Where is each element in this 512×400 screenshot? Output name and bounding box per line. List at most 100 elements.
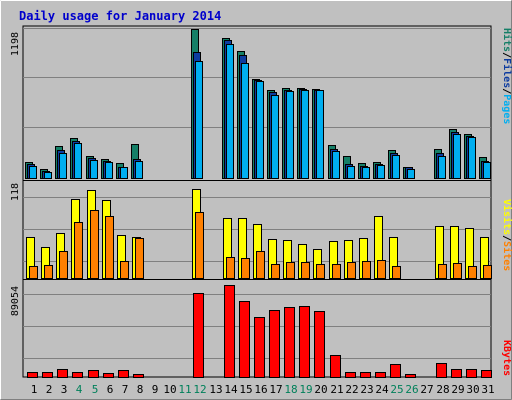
x-tick-label-day-24: 24: [375, 383, 389, 396]
visits-bar-sites-day-7: [120, 261, 129, 279]
x-tick-label-day-20: 20: [314, 383, 327, 396]
visits-panel: 118 Visits/Sites: [10, 183, 512, 280]
x-axis-day-labels: 1 2 3 4 5 6 7 8 9 10 11 12 13 14 15 16 17 18 19 20 21 22 23 24 2…: [31, 383, 495, 396]
visits-bar-sites-day-12: [195, 212, 204, 279]
hits-bar-pages-day-17: [271, 95, 279, 179]
visits-bar-sites-day-17: [271, 264, 280, 279]
hits-axis-label-sep-2: /: [501, 88, 512, 94]
hits-bar-pages-day-24: [377, 165, 385, 179]
hits-bar-pages-day-19: [301, 90, 309, 179]
hits-bar-pages-day-20: [316, 90, 324, 179]
hits-bar-pages-day-5: [90, 160, 98, 179]
visits-bar-sites-day-31: [483, 265, 492, 279]
kbytes-bar-kbytes-day-19: [299, 306, 310, 378]
x-tick-label-day-6: 6: [107, 383, 114, 396]
x-tick-label-day-19: 19: [299, 383, 312, 396]
kbytes-bar-kbytes-day-20: [314, 311, 325, 378]
kbytes-bar-kbytes-day-26: [405, 374, 416, 378]
kbytes-bar-kbytes-day-29: [451, 369, 462, 378]
kbytes-bars: [27, 285, 492, 378]
hits-bar-pages-day-7: [120, 167, 128, 179]
x-tick-label-day-18: 18: [284, 383, 297, 396]
visits-bar-sites-day-5: [90, 210, 99, 279]
hits-bar-pages-day-31: [483, 162, 491, 179]
kbytes-bar-kbytes-day-24: [375, 372, 386, 378]
hits-bars: [25, 29, 491, 179]
x-tick-label-day-31: 31: [481, 383, 494, 396]
x-tick-label-day-8: 8: [137, 383, 144, 396]
x-tick-label-day-25: 25: [390, 383, 403, 396]
hits-bar-pages-day-14: [226, 44, 234, 179]
visits-axis-label-visits: Visits: [501, 199, 512, 235]
kbytes-bar-kbytes-day-4: [72, 372, 83, 378]
hits-bar-pages-day-16: [256, 81, 264, 179]
x-tick-label-day-9: 9: [152, 383, 159, 396]
x-tick-label-day-1: 1: [31, 383, 38, 396]
visits-bar-sites-day-4: [74, 222, 83, 279]
x-tick-label-day-15: 15: [239, 383, 252, 396]
hits-bar-pages-day-18: [286, 91, 294, 179]
hits-bar-pages-day-3: [59, 153, 67, 179]
visits-bar-sites-day-30: [468, 266, 477, 279]
kbytes-bar-kbytes-day-12: [193, 293, 204, 378]
x-tick-label-day-29: 29: [451, 383, 464, 396]
kbytes-bar-kbytes-day-15: [239, 301, 250, 378]
hits-bar-pages-day-30: [468, 137, 476, 179]
kbytes-bar-kbytes-day-17: [269, 310, 280, 378]
kbytes-bar-kbytes-day-16: [254, 317, 265, 378]
visits-bar-sites-day-6: [105, 216, 114, 279]
x-tick-label-day-28: 28: [436, 383, 449, 396]
x-tick-label-day-10: 10: [163, 383, 176, 396]
x-tick-label-day-30: 30: [466, 383, 479, 396]
hits-bar-pages-day-23: [362, 167, 370, 179]
visits-bar-sites-day-1: [29, 266, 38, 279]
kbytes-bar-kbytes-day-18: [284, 307, 295, 378]
hits-bar-pages-day-26: [407, 169, 415, 179]
hits-bar-pages-day-8: [135, 161, 143, 179]
kbytes-bar-kbytes-day-30: [466, 369, 477, 378]
visits-ymax-label: 118: [10, 183, 21, 201]
hits-bar-pages-day-25: [392, 155, 400, 179]
visits-bar-sites-day-25: [392, 266, 401, 279]
kbytes-bar-kbytes-day-21: [330, 355, 341, 378]
visits-bar-sites-day-16: [256, 251, 265, 279]
visits-bar-sites-day-29: [453, 263, 462, 279]
visits-bar-sites-day-23: [362, 261, 371, 279]
visits-bar-sites-day-15: [241, 258, 250, 279]
x-tick-label-day-12: 12: [193, 383, 206, 396]
visits-bar-sites-day-28: [438, 264, 447, 279]
kbytes-ymax-label: 89054: [10, 286, 21, 316]
kbytes-bar-kbytes-day-28: [436, 363, 447, 378]
visits-bars: [26, 189, 492, 279]
kbytes-bar-kbytes-day-25: [390, 364, 401, 378]
visits-bar-sites-day-3: [59, 251, 68, 279]
kbytes-bar-kbytes-day-22: [345, 372, 356, 378]
x-tick-label-day-4: 4: [76, 383, 83, 396]
hits-bar-pages-day-6: [105, 162, 113, 179]
visits-bar-sites-day-22: [347, 262, 356, 279]
x-tick-label-day-5: 5: [92, 383, 99, 396]
hits-axis-label-pages: Pages: [501, 94, 512, 124]
hits-bar-pages-day-21: [332, 151, 340, 179]
visits-axis-label-sep: /: [501, 235, 512, 241]
visits-axis-label-sites: Sites: [501, 241, 512, 271]
x-tick-label-day-23: 23: [360, 383, 373, 396]
chart-title: Daily usage for January 2014: [19, 9, 221, 23]
x-tick-label-day-13: 13: [209, 383, 222, 396]
x-tick-label-day-17: 17: [269, 383, 282, 396]
hits-bar-pages-day-15: [241, 63, 249, 179]
hits-bar-pages-day-28: [438, 156, 446, 179]
x-tick-label-day-2: 2: [46, 383, 53, 396]
kbytes-bar-kbytes-day-31: [481, 370, 492, 378]
hits-bar-pages-day-4: [74, 143, 82, 179]
kbytes-axis-label-kbytes: KBytes: [501, 340, 512, 376]
x-tick-label-day-22: 22: [345, 383, 358, 396]
hits-axis-label-hits: Hits: [501, 28, 512, 52]
x-tick-label-day-27: 27: [420, 383, 433, 396]
kbytes-bar-kbytes-day-8: [133, 374, 144, 378]
visits-bar-sites-day-18: [286, 262, 295, 279]
hits-bar-pages-day-2: [44, 172, 52, 179]
hits-panel: 1198 Hits/Files/Pages: [10, 28, 512, 181]
hits-bar-pages-day-1: [29, 166, 37, 179]
